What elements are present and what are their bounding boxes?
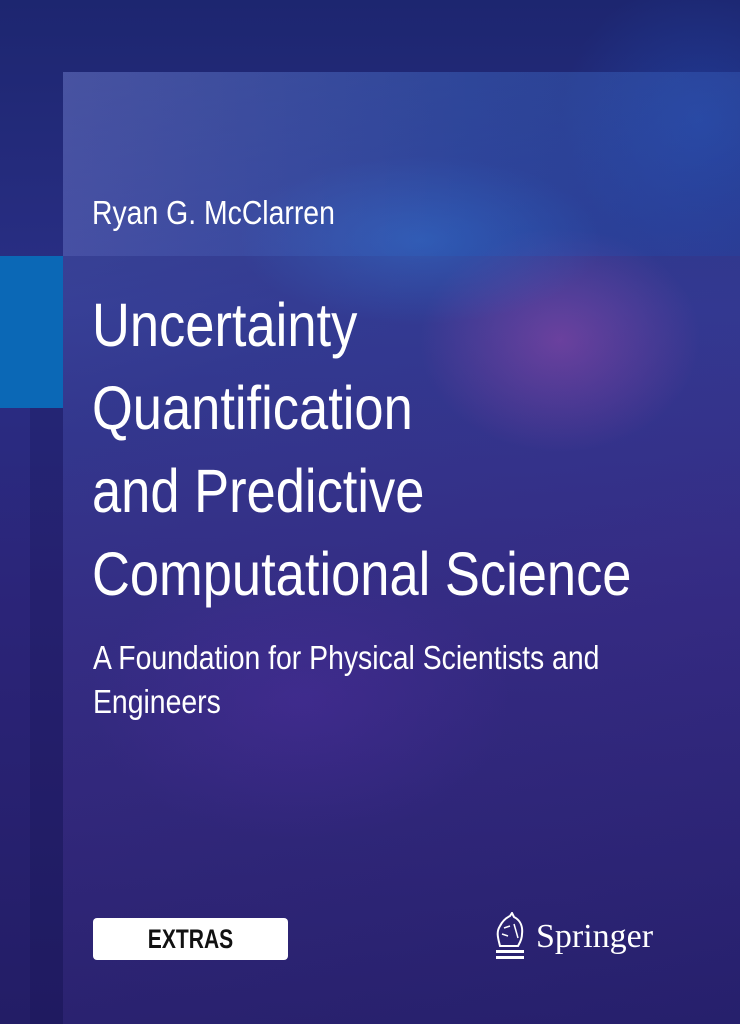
title-line: Uncertainty — [92, 291, 358, 359]
publisher-name: Springer — [536, 918, 654, 955]
author-band — [63, 72, 740, 256]
book-subtitle: A Foundation for Physical Scientists and… — [93, 636, 599, 724]
publisher-logo: Springer — [492, 912, 653, 962]
badge-label: EXTRAS ONLINE — [147, 924, 234, 954]
extras-online-badge: EXTRAS ONLINE — [93, 918, 288, 960]
subtitle-line: A Foundation for Physical Scientists and — [93, 639, 600, 676]
subtitle-line: Engineers — [93, 683, 221, 720]
knight-chess-icon — [496, 912, 524, 959]
title-line: and Predictive — [92, 457, 425, 525]
cover-panel — [63, 72, 740, 1024]
author-name: Ryan G. McClarren — [92, 194, 335, 231]
title-line: Computational Science — [92, 540, 632, 608]
dark-accent-strip — [30, 408, 63, 1024]
blue-accent-strip — [0, 256, 63, 408]
title-line: Quantification — [92, 374, 413, 442]
book-title: Uncertainty Quantification and Predictiv… — [92, 284, 631, 616]
